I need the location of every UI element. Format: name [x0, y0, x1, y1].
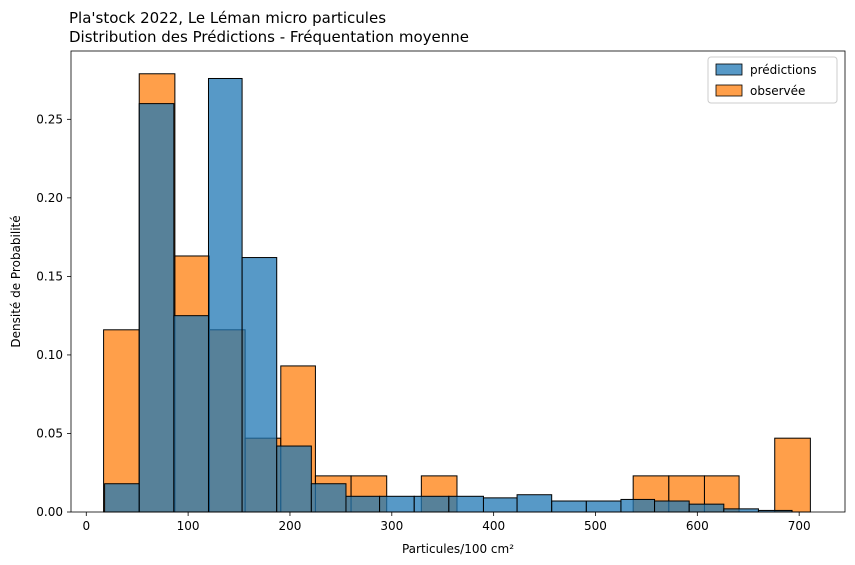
observed-bar-12 [774, 437, 811, 513]
prediction-bars [104, 77, 793, 513]
legend-swatch-predictions [715, 63, 743, 76]
chart-title-group: Pla'stock 2022, Le Léman micro particule… [69, 9, 469, 46]
chart-title-line1: Pla'stock 2022, Le Léman micro particule… [69, 9, 386, 27]
prediction-bar-5 [276, 445, 312, 513]
y-axis: 0.00 0.05 0.10 0.15 0.20 0.25 [36, 112, 71, 519]
prediction-bar-6 [310, 483, 347, 513]
prediction-bar-17 [688, 503, 725, 513]
x-tick-label-1: 100 [177, 519, 200, 533]
plot-frame [70, 50, 846, 513]
prediction-bar-4 [241, 257, 278, 513]
prediction-bar-18 [723, 508, 759, 513]
y-axis-label: Densité de Probabilité [9, 215, 23, 347]
prediction-bar-13 [551, 500, 587, 513]
prediction-bar-11 [482, 497, 518, 513]
prediction-bar-0 [104, 483, 140, 513]
legend-label-predictions: prédictions [750, 63, 816, 77]
y-tick-label-0: 0.00 [36, 505, 63, 519]
x-tick-label-7: 700 [788, 519, 811, 533]
x-axis: 0 100 200 300 400 500 600 700 [82, 512, 811, 533]
prediction-bar-9 [413, 495, 450, 513]
prediction-bar-16 [654, 500, 690, 513]
prediction-bar-12 [516, 494, 553, 513]
observed-bar-0 [103, 329, 140, 513]
prediction-bar-10 [448, 495, 484, 513]
y-tick-label-4: 0.20 [36, 191, 63, 205]
prediction-bar-14 [585, 500, 622, 513]
x-tick-label-2: 200 [279, 519, 302, 533]
y-tick-label-2: 0.10 [36, 348, 63, 362]
x-tick-label-6: 600 [686, 519, 709, 533]
y-tick-label-3: 0.15 [36, 269, 63, 283]
prediction-bar-1 [138, 103, 175, 513]
x-tick-label-0: 0 [82, 519, 90, 533]
y-tick-label-5: 0.25 [36, 112, 63, 126]
x-tick-label-3: 300 [380, 519, 403, 533]
legend: prédictions observée [707, 56, 838, 104]
prediction-bar-3 [207, 77, 243, 513]
prediction-bar-15 [620, 498, 656, 513]
x-tick-label-4: 400 [482, 519, 505, 533]
chart-title-line2: Distribution des Prédictions - Fréquenta… [69, 28, 469, 46]
prediction-bar-8 [379, 495, 415, 513]
legend-label-observed: observée [750, 84, 805, 98]
x-tick-label-5: 500 [584, 519, 607, 533]
y-tick-label-1: 0.05 [36, 426, 63, 440]
legend-swatch-observed [715, 84, 743, 97]
prediction-bar-2 [173, 315, 209, 513]
x-axis-label: Particules/100 cm² [402, 542, 514, 556]
prediction-bar-7 [345, 495, 381, 513]
